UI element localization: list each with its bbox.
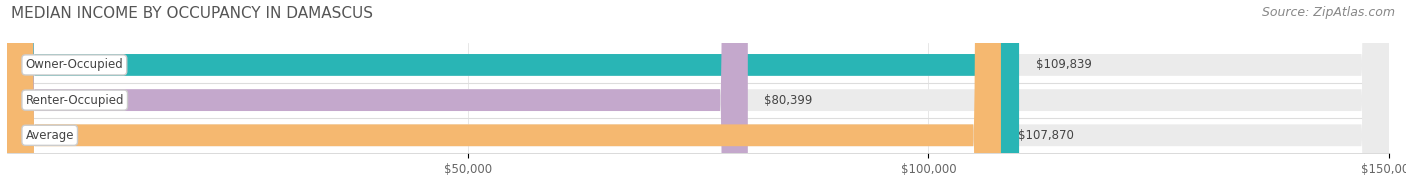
Text: Source: ZipAtlas.com: Source: ZipAtlas.com [1261,6,1395,19]
Text: Renter-Occupied: Renter-Occupied [25,94,124,107]
Text: MEDIAN INCOME BY OCCUPANCY IN DAMASCUS: MEDIAN INCOME BY OCCUPANCY IN DAMASCUS [11,6,373,21]
FancyBboxPatch shape [7,0,1389,196]
Text: Average: Average [25,129,75,142]
FancyBboxPatch shape [7,0,1389,196]
FancyBboxPatch shape [7,0,748,196]
Text: $107,870: $107,870 [1018,129,1073,142]
Text: Owner-Occupied: Owner-Occupied [25,58,124,71]
Text: $80,399: $80,399 [765,94,813,107]
FancyBboxPatch shape [7,0,1019,196]
Text: $109,839: $109,839 [1036,58,1091,71]
FancyBboxPatch shape [7,0,1389,196]
FancyBboxPatch shape [7,0,1001,196]
